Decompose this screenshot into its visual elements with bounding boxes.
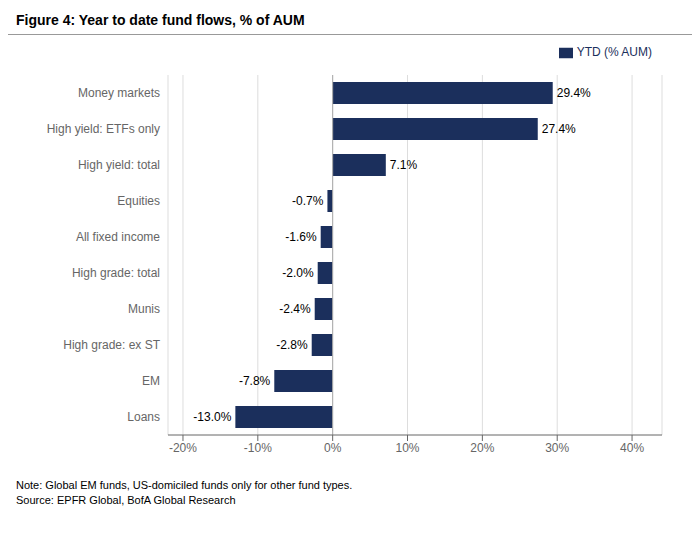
svg-text:-2.8%: -2.8% xyxy=(276,338,308,352)
html-text:Figure 4: Year to date fund fl: Figure 4: Year to date fund flows, % of … xyxy=(16,12,305,28)
svg-text:29.4%: 29.4% xyxy=(557,86,591,100)
svg-text:30%: 30% xyxy=(545,441,569,455)
svg-text:High grade: ex ST: High grade: ex ST xyxy=(63,338,160,352)
svg-text:-7.8%: -7.8% xyxy=(239,374,271,388)
html-text:Note: Global EM funds, US-domi: Note: Global EM funds, US-domiciled fund… xyxy=(16,479,353,491)
svg-text:Munis: Munis xyxy=(128,302,160,316)
svg-text:-2.0%: -2.0% xyxy=(282,266,314,280)
html-text:YTD (% AUM): YTD (% AUM) xyxy=(576,45,652,59)
svg-text:High yield: total: High yield: total xyxy=(78,158,160,172)
svg-text:-2.4%: -2.4% xyxy=(279,302,311,316)
html-text:Source: EPFR Global, BofA Glob: Source: EPFR Global, BofA Global Researc… xyxy=(16,494,236,506)
svg-text:0%: 0% xyxy=(324,441,342,455)
svg-text:10%: 10% xyxy=(395,441,419,455)
svg-text:Money markets: Money markets xyxy=(78,86,160,100)
svg-text:7.1%: 7.1% xyxy=(390,158,418,172)
svg-text:-10%: -10% xyxy=(244,441,272,455)
svg-text:All fixed income: All fixed income xyxy=(76,230,160,244)
svg-text:20%: 20% xyxy=(470,441,494,455)
svg-text:EM: EM xyxy=(142,374,160,388)
svg-text:High grade: total: High grade: total xyxy=(72,266,160,280)
svg-text:Equities: Equities xyxy=(117,194,160,208)
svg-text:-13.0%: -13.0% xyxy=(193,410,231,424)
svg-text:Loans: Loans xyxy=(127,410,160,424)
svg-text:-0.7%: -0.7% xyxy=(292,194,324,208)
svg-text:-1.6%: -1.6% xyxy=(285,230,317,244)
svg-text:27.4%: 27.4% xyxy=(542,122,576,136)
svg-text:-20%: -20% xyxy=(169,441,197,455)
svg-text:High yield: ETFs only: High yield: ETFs only xyxy=(47,122,160,136)
svg-text:40%: 40% xyxy=(620,441,644,455)
